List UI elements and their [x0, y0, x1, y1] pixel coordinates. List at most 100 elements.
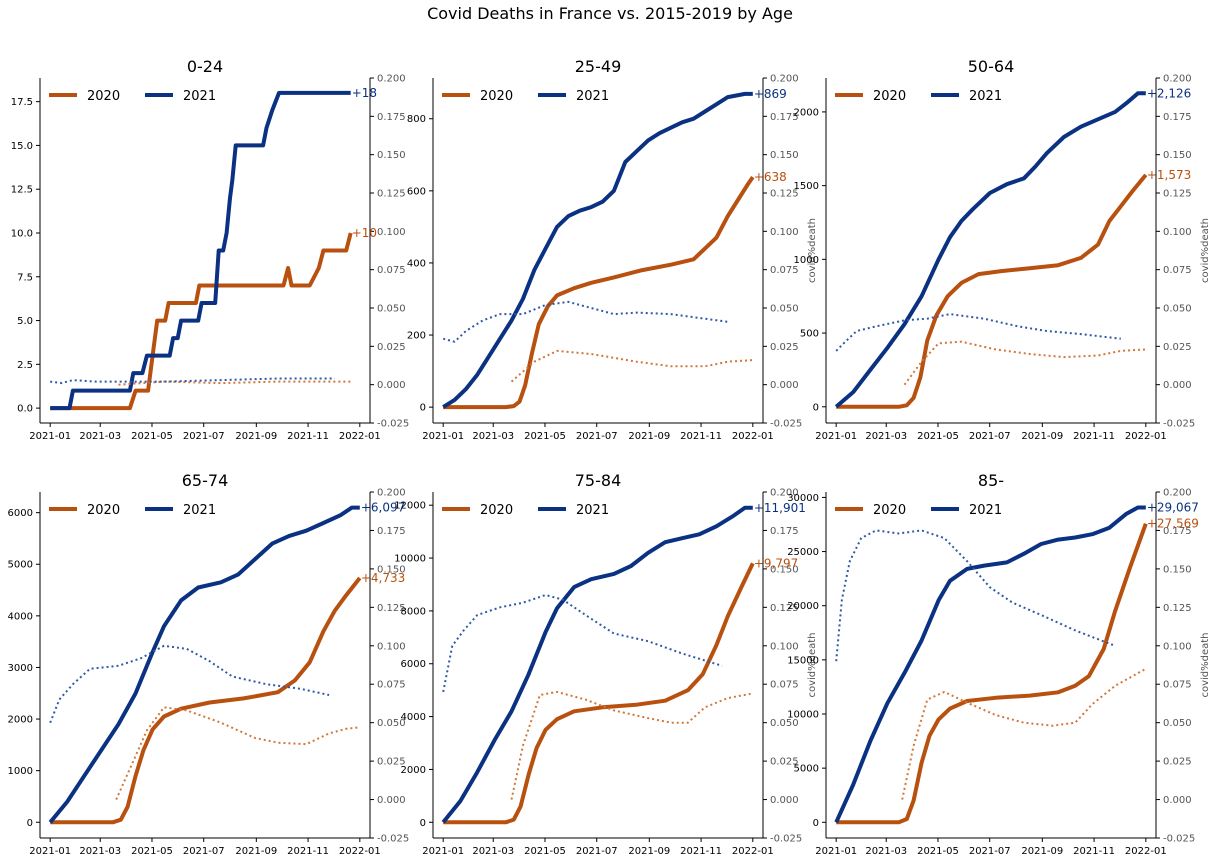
y-tick-label: 5.0 — [17, 316, 33, 327]
right-tick-label: 0.125 — [1163, 603, 1192, 614]
subplot-title: 85- — [978, 471, 1004, 490]
right-tick-label: 0.100 — [770, 641, 799, 652]
subplot-title: 65-74 — [182, 471, 229, 490]
end-label-2021: +11,901 — [754, 501, 806, 515]
right-tick-label: 0.150 — [1163, 564, 1192, 575]
right-tick-label: 0.125 — [770, 603, 799, 614]
x-tick-label: 2022-01 — [1125, 431, 1167, 442]
baseline-ratio-line-2021 — [49, 644, 330, 724]
end-label-2021: +29,067 — [1147, 501, 1199, 515]
y-tick-label: 20000 — [787, 601, 819, 612]
series-line-2021 — [50, 90, 351, 411]
y-tick-label: 1000 — [8, 766, 33, 777]
x-tick-label: 2021-01 — [815, 431, 857, 442]
end-label-2021: +6,097 — [361, 501, 405, 515]
x-tick-label: 2021-01 — [29, 846, 71, 857]
y-tick-label: 8000 — [401, 606, 426, 617]
x-tick-label: 2021-03 — [472, 846, 514, 857]
x-tick-label: 2021-09 — [1021, 431, 1063, 442]
y-tick-label: 25000 — [787, 547, 819, 558]
baseline-ratio-line-2020 — [510, 349, 753, 383]
right-tick-label: -0.025 — [1163, 419, 1195, 430]
y-tick-label: 17.5 — [11, 97, 33, 108]
subplot-title: 75-84 — [575, 471, 622, 490]
y-tick-label: 12.5 — [11, 185, 33, 196]
right-tick-label: 0.150 — [770, 150, 799, 161]
y-tick-label: 0 — [813, 818, 819, 829]
y-tick-label: 15000 — [787, 655, 819, 666]
y-tick-label: 12000 — [394, 501, 426, 512]
right-axis-label: covid%death — [1200, 218, 1211, 283]
subplot-6: 2021-01 2021-03 2021-05 2021-07 2021-09 2021-… — [787, 471, 1211, 857]
right-tick-label: 0.200 — [1163, 488, 1192, 499]
y-tick-label: 1500 — [794, 181, 819, 192]
legend-label-2020: 2020 — [480, 503, 513, 518]
right-tick-label: 0.125 — [377, 603, 406, 614]
right-tick-label: 0.100 — [1163, 641, 1192, 652]
y-tick-label: 2000 — [8, 715, 33, 726]
baseline-ratio-line-2020 — [901, 667, 1147, 800]
right-tick-label: 0.175 — [770, 526, 799, 537]
series-line-2020 — [443, 175, 755, 410]
right-tick-label: 0.000 — [770, 795, 799, 806]
baseline-ratio-line-2020 — [118, 380, 351, 386]
y-tick-label: 2000 — [794, 107, 819, 118]
right-tick-label: 0.000 — [377, 795, 406, 806]
y-tick-label: 10.0 — [11, 228, 33, 239]
end-label-2020: +638 — [754, 170, 787, 184]
end-label-2021: +869 — [754, 87, 787, 101]
legend-label-2020: 2020 — [873, 89, 906, 104]
right-tick-label: -0.025 — [377, 834, 409, 845]
baseline-ratio-line-2020 — [115, 706, 360, 801]
y-tick-label: 30000 — [787, 493, 819, 504]
y-tick-label: 10000 — [394, 554, 426, 565]
subplot-3: 2021-01 2021-03 2021-05 2021-07 2021-09 2021-… — [794, 57, 1211, 442]
y-tick-label: 200 — [407, 331, 426, 342]
y-tick-label: 0.0 — [17, 404, 33, 415]
y-tick-label: 1000 — [794, 255, 819, 266]
legend-label-2021: 2021 — [969, 503, 1002, 518]
subplot-2: 2021-01 2021-03 2021-05 2021-07 2021-09 2021-… — [407, 57, 818, 442]
right-axis-label: covid%death — [807, 632, 818, 697]
right-tick-label: 0.025 — [770, 342, 799, 353]
x-tick-label: 2021-11 — [287, 431, 329, 442]
legend-label-2020: 2020 — [480, 89, 513, 104]
series-line-2020 — [836, 173, 1148, 409]
baseline-ratio-line-2020 — [903, 340, 1146, 386]
end-label-2020: +9,797 — [754, 556, 798, 570]
x-tick-label: 2021-03 — [865, 846, 907, 857]
right-tick-label: 0.000 — [377, 380, 406, 391]
right-tick-label: 0.075 — [1163, 680, 1192, 691]
x-tick-label: 2021-05 — [131, 431, 173, 442]
x-tick-label: 2021-05 — [131, 846, 173, 857]
x-tick-label: 2021-05 — [917, 846, 959, 857]
right-tick-label: 0.000 — [1163, 795, 1192, 806]
series-line-2021 — [834, 505, 1146, 824]
right-tick-label: 0.125 — [770, 189, 799, 200]
right-tick-label: 0.150 — [1163, 150, 1192, 161]
baseline-ratio-line-2021 — [442, 594, 723, 693]
x-tick-label: 2021-01 — [422, 431, 464, 442]
x-tick-label: 2021-09 — [235, 431, 277, 442]
y-tick-label: 600 — [407, 186, 426, 197]
series-line-2020 — [836, 523, 1148, 825]
right-tick-label: 0.150 — [377, 564, 406, 575]
right-tick-label: 0.200 — [770, 74, 799, 85]
end-label-2020: +1,573 — [1147, 168, 1191, 182]
right-tick-label: 0.075 — [770, 265, 799, 276]
right-tick-label: 0.075 — [770, 680, 799, 691]
right-tick-label: 0.050 — [770, 718, 799, 729]
x-tick-label: 2021-09 — [628, 431, 670, 442]
x-tick-label: 2021-05 — [524, 431, 566, 442]
right-tick-label: 0.050 — [1163, 718, 1192, 729]
right-tick-label: 0.150 — [770, 564, 799, 575]
end-label-2020: +4,733 — [361, 571, 405, 585]
right-tick-label: 0.100 — [770, 227, 799, 238]
y-tick-label: 0 — [420, 818, 426, 829]
y-tick-label: 6000 — [401, 659, 426, 670]
right-tick-label: 0.025 — [1163, 342, 1192, 353]
legend-label-2020: 2020 — [873, 503, 906, 518]
x-tick-label: 2022-01 — [1125, 846, 1167, 857]
x-tick-label: 2021-03 — [79, 431, 121, 442]
right-tick-label: 0.025 — [377, 342, 406, 353]
